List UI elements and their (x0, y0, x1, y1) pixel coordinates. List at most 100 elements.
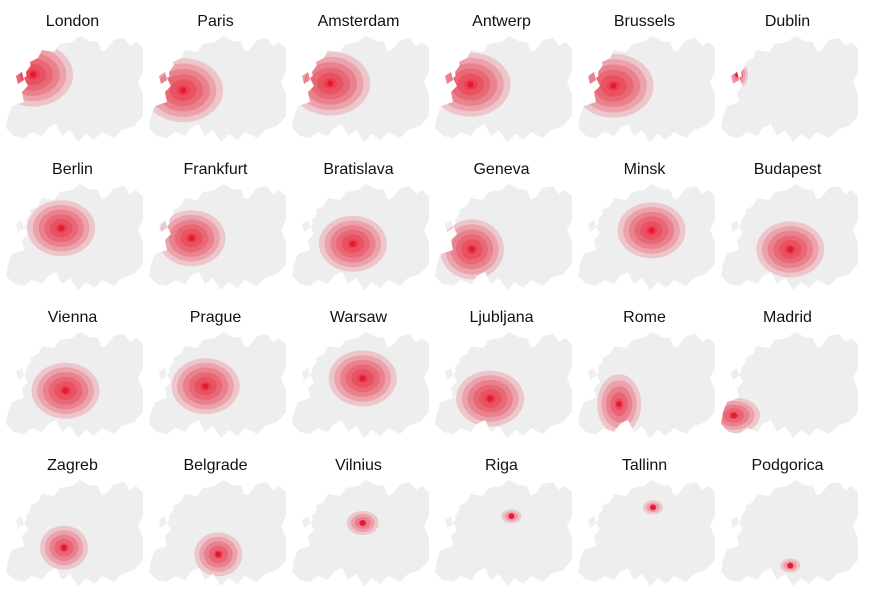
europe-map (721, 184, 858, 290)
landmass (292, 332, 429, 438)
europe-map (721, 480, 858, 586)
map-panel-frankfurt: Frankfurt (143, 148, 288, 295)
map-title: Geneva (473, 161, 530, 178)
landmass (6, 480, 143, 586)
map-title: Madrid (763, 309, 812, 326)
map-title: Riga (485, 457, 518, 474)
map-title: Frankfurt (183, 161, 248, 178)
map-title: Rome (623, 309, 666, 326)
heat-layer (27, 200, 96, 257)
city-hub (787, 246, 794, 253)
city-hub (735, 71, 742, 78)
landmass (578, 36, 715, 142)
map-panel-bratislava: Bratislava (286, 148, 431, 295)
europe-map (435, 332, 572, 438)
europe-map (292, 36, 429, 142)
map-panel-brussels: Brussels (572, 0, 717, 147)
map-panel-geneva: Geneva (429, 148, 574, 295)
map-panel-prague: Prague (143, 296, 288, 443)
heat-layer (292, 51, 371, 116)
map-panel-podgorica: Podgorica (715, 444, 860, 591)
landmass (6, 184, 143, 290)
landmass (6, 332, 143, 438)
map-title: Belgrade (183, 457, 248, 474)
europe-map (578, 36, 715, 142)
landmass (292, 36, 429, 142)
heat-layer (721, 397, 760, 434)
landmass (149, 480, 286, 586)
heat-layer (318, 215, 387, 272)
europe-map (6, 332, 143, 438)
europe-map (435, 480, 572, 586)
landmass (721, 480, 858, 586)
map-panel-madrid: Madrid (715, 296, 860, 443)
landmass (292, 184, 429, 290)
heat-layer (780, 558, 801, 573)
heat-layer (194, 532, 243, 577)
landmass (292, 480, 429, 586)
city-hub (188, 235, 195, 242)
heat-layer (578, 53, 654, 118)
map-title: Amsterdam (317, 13, 400, 30)
landmass (578, 332, 715, 438)
europe-map (721, 332, 858, 438)
europe-map (435, 184, 572, 290)
map-panel-vienna: Vienna (0, 296, 145, 443)
europe-map (435, 36, 572, 142)
map-title: Vilnius (335, 457, 382, 474)
heat-layer (456, 370, 525, 427)
map-title: Tallinn (621, 457, 668, 474)
heat-layer (31, 362, 100, 419)
map-panel-dublin: Dublin (715, 0, 860, 147)
landmass (6, 36, 143, 142)
heat-layer (439, 219, 504, 280)
map-title: Bratislava (323, 161, 394, 178)
map-panel-zagreb: Zagreb (0, 444, 145, 591)
map-panel-rome: Rome (572, 296, 717, 443)
europe-map (149, 36, 286, 142)
map-panel-ljubljana: Ljubljana (429, 296, 574, 443)
map-panel-vilnius: Vilnius (286, 444, 431, 591)
landmass (435, 36, 572, 142)
heat-layer (617, 202, 686, 259)
map-title: Zagreb (47, 457, 98, 474)
heat-layer (597, 374, 642, 435)
map-title: Budapest (753, 161, 822, 178)
map-title: Paris (197, 13, 234, 30)
city-hub (349, 240, 356, 247)
heat-layer (643, 500, 663, 515)
map-panel-tallinn: Tallinn (572, 444, 717, 591)
europe-map (578, 332, 715, 438)
city-hub (30, 71, 36, 78)
heat-ring (730, 64, 746, 86)
map-panel-paris: Paris (143, 0, 288, 147)
europe-map (6, 36, 143, 142)
europe-map (292, 184, 429, 290)
map-title: Ljubljana (469, 309, 534, 326)
map-title: Podgorica (751, 457, 824, 474)
map-title: Prague (189, 309, 242, 326)
landmass (435, 480, 572, 586)
landmass (435, 184, 572, 290)
city-hub (467, 81, 474, 88)
map-panel-budapest: Budapest (715, 148, 860, 295)
landmass (721, 332, 858, 438)
map-title: Dublin (764, 13, 811, 30)
city-hub (650, 504, 656, 511)
city-hub (468, 246, 475, 253)
map-panel-warsaw: Warsaw (286, 296, 431, 443)
city-hub (610, 82, 617, 89)
city-hub (62, 387, 69, 394)
heat-layer (435, 52, 511, 117)
europe-map (6, 184, 143, 290)
landmass (578, 480, 715, 586)
heat-layer (501, 509, 522, 524)
map-panel-berlin: Berlin (0, 148, 145, 295)
map-panel-riga: Riga (429, 444, 574, 591)
europe-map (149, 184, 286, 290)
europe-map (6, 480, 143, 586)
heat-layer (157, 210, 226, 267)
heat-layer (171, 358, 240, 415)
europe-map (149, 332, 286, 438)
